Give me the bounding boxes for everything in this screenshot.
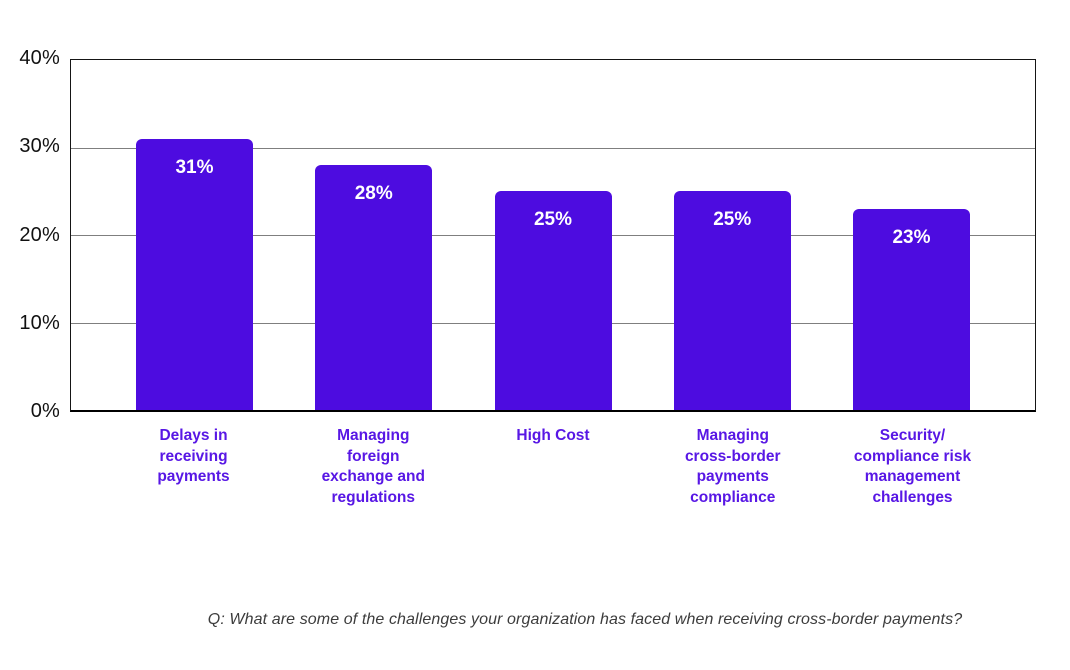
category-slot: Managing cross-border payments complianc… [674,426,791,526]
category-label: Managing cross-border payments complianc… [684,427,781,506]
bar: 25% [494,191,612,410]
y-tick-label: 10% [19,311,60,334]
y-tick-label: 30% [19,135,60,158]
category-label: High Cost [516,427,590,444]
bar: 28% [315,165,433,410]
chart-caption: Q: What are some of the challenges your … [207,611,963,628]
category-label: Delays in receiving payments [157,427,230,485]
bar-value-label: 23% [892,226,931,248]
bar-value-label: 28% [354,183,393,204]
bars-container: 31% 28% 25% 25% 23% [71,60,1035,410]
category-slot: Security/ compliance risk management cha… [854,426,971,526]
plot-area: 31% 28% 25% 25% 23% [70,59,1036,412]
category-slot: Delays in receiving payments [135,426,252,526]
category-label: Security/ compliance risk management cha… [853,427,972,506]
category-labels-row: Delays in receiving payments Managing for… [70,426,1036,526]
category-slot: High Cost [495,426,612,526]
gridline [71,147,1035,149]
bar: 25% [673,191,791,410]
category-slot: Managing foreign exchange and regulation… [315,426,432,526]
y-tick-label: 40% [19,47,60,70]
bar-value-label: 25% [713,209,752,231]
y-tick-label: 20% [19,223,60,246]
y-tick-label: 0% [30,400,60,423]
y-axis: 40% 30% 20% 10% 0% [0,47,60,422]
bar: 31% [136,138,253,410]
category-label: Managing foreign exchange and regulation… [321,427,425,506]
bar-value-label: 31% [175,156,214,178]
bar: 23% [853,208,970,410]
bar-value-label: 25% [533,209,573,231]
